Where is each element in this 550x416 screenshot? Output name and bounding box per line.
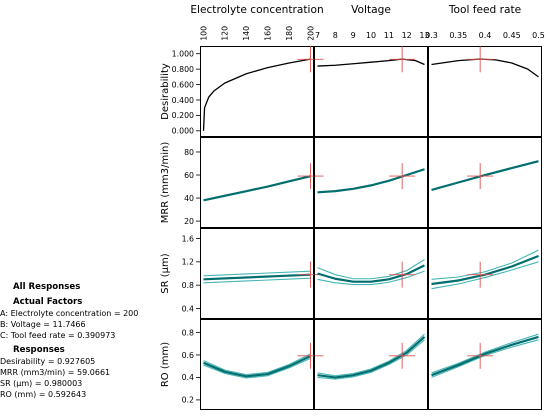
response-summary-panel: All Responses Actual Factors A: Electrol… <box>0 282 200 400</box>
y-tick-label: 0.8 <box>182 328 194 337</box>
panel-frame <box>428 46 542 137</box>
x-tick-label: 180 <box>285 26 294 41</box>
row-label-mrr-mm3-min: MRR (mm3/min) <box>160 142 171 224</box>
confidence-band-line <box>203 270 311 277</box>
x-tick-label: 8 <box>333 31 338 40</box>
y-tick-label: 0.4 <box>182 304 194 313</box>
confidence-band-line <box>317 339 425 380</box>
x-tick-label: 120 <box>221 26 230 41</box>
panel-frame <box>314 46 428 137</box>
response-line-mrr: MRR (mm3/min) = 59.0661 <box>0 368 111 377</box>
panel-frame <box>428 228 542 319</box>
confidence-band-line <box>317 259 425 280</box>
factor-line-c: C: Tool feed rate = 0.390973 <box>0 331 116 340</box>
x-tick-label: 160 <box>264 26 273 41</box>
series-line <box>431 58 539 78</box>
y-tick-label: 0.4 <box>182 373 194 382</box>
y-tick-label: 0.6 <box>182 351 194 360</box>
y-tick-label: 0.200 <box>172 111 194 120</box>
y-tick-label: 0.000 <box>172 127 194 136</box>
x-tick-label: 0.3 <box>425 31 438 40</box>
x-tick-label: 9 <box>351 31 356 40</box>
row-label-desirability: Desirability <box>160 63 171 120</box>
series-line <box>317 336 426 379</box>
column-title-tool-feed-rate: Tool feed rate <box>448 4 521 16</box>
row-label-ro-mm: RO (mm) <box>160 342 171 387</box>
confidence-band-line <box>431 249 539 280</box>
panel-frame <box>200 319 314 410</box>
column-title-electrolyte-concentration: Electrolyte concentration <box>190 4 323 16</box>
series-line <box>431 254 539 286</box>
confidence-band-line <box>203 353 311 376</box>
factor-line-b: B: Voltage = 11.7466 <box>0 320 86 329</box>
x-tick-label: 0.35 <box>449 31 467 40</box>
series-line <box>203 175 311 202</box>
panel-frame <box>314 319 428 410</box>
y-tick-label: 1.000 <box>172 50 194 59</box>
y-tick-label: 40 <box>184 194 194 203</box>
y-tick-label: 80 <box>184 148 194 157</box>
x-tick-label: 0.45 <box>503 31 521 40</box>
panel-frame <box>314 137 428 228</box>
x-tick-label: 0.5 <box>532 31 545 40</box>
confidence-band-line <box>203 357 311 379</box>
x-tick-label: 13 <box>419 31 429 40</box>
series-line <box>431 160 539 192</box>
x-tick-label: 0.4 <box>479 31 492 40</box>
y-tick-label: 0.800 <box>172 65 194 74</box>
panel-frame <box>200 137 314 228</box>
panel-frame <box>428 137 542 228</box>
series-line <box>317 264 425 283</box>
confidence-band-line <box>431 261 539 290</box>
y-tick-label: 0.8 <box>182 281 194 290</box>
confidence-band-line <box>431 333 539 374</box>
confidence-band-line <box>431 339 539 378</box>
x-tick-label: 7 <box>315 31 320 40</box>
series-line <box>317 58 425 67</box>
panel-frame <box>200 46 314 137</box>
confidence-band-line <box>317 270 425 286</box>
x-tick-label: 200 <box>306 26 315 41</box>
response-line-sr: SR (µm) = 0.980003 <box>0 379 83 388</box>
series-line <box>431 335 539 377</box>
series-line <box>202 58 311 131</box>
responses-heading: Responses <box>13 345 65 355</box>
panel-frame <box>314 228 428 319</box>
x-tick-label: 100 <box>199 26 208 41</box>
response-line-desirability: Desirability = 0.927605 <box>0 357 96 366</box>
series-line <box>317 168 425 194</box>
x-tick-label: 140 <box>242 26 251 41</box>
panel-frame <box>200 228 314 319</box>
y-tick-label: 20 <box>184 217 194 226</box>
column-title-voltage: Voltage <box>351 4 391 16</box>
y-tick-label: 0.400 <box>172 96 194 105</box>
x-tick-label: 11 <box>384 31 394 40</box>
y-tick-label: 60 <box>184 171 194 180</box>
x-tick-label: 12 <box>402 31 412 40</box>
actual-factors-heading: Actual Factors <box>13 297 83 307</box>
y-tick-label: 0.600 <box>172 80 194 89</box>
series-line <box>203 355 311 378</box>
y-tick-label: 0.2 <box>182 396 194 405</box>
confidence-band-line <box>317 333 425 377</box>
x-tick-label: 10 <box>366 31 376 40</box>
row-label-sr-m: SR (µm) <box>160 253 171 293</box>
y-tick-label: 1.2 <box>182 258 194 267</box>
panel-frame <box>428 319 542 410</box>
response-line-ro: RO (mm) = 0.592643 <box>0 390 87 399</box>
all-responses-heading: All Responses <box>13 282 81 292</box>
series-line <box>203 273 311 281</box>
factor-line-a: A: Electrolyte concentration = 200 <box>0 309 139 318</box>
y-tick-label: 1.6 <box>182 234 194 243</box>
confidence-band-line <box>203 277 311 284</box>
